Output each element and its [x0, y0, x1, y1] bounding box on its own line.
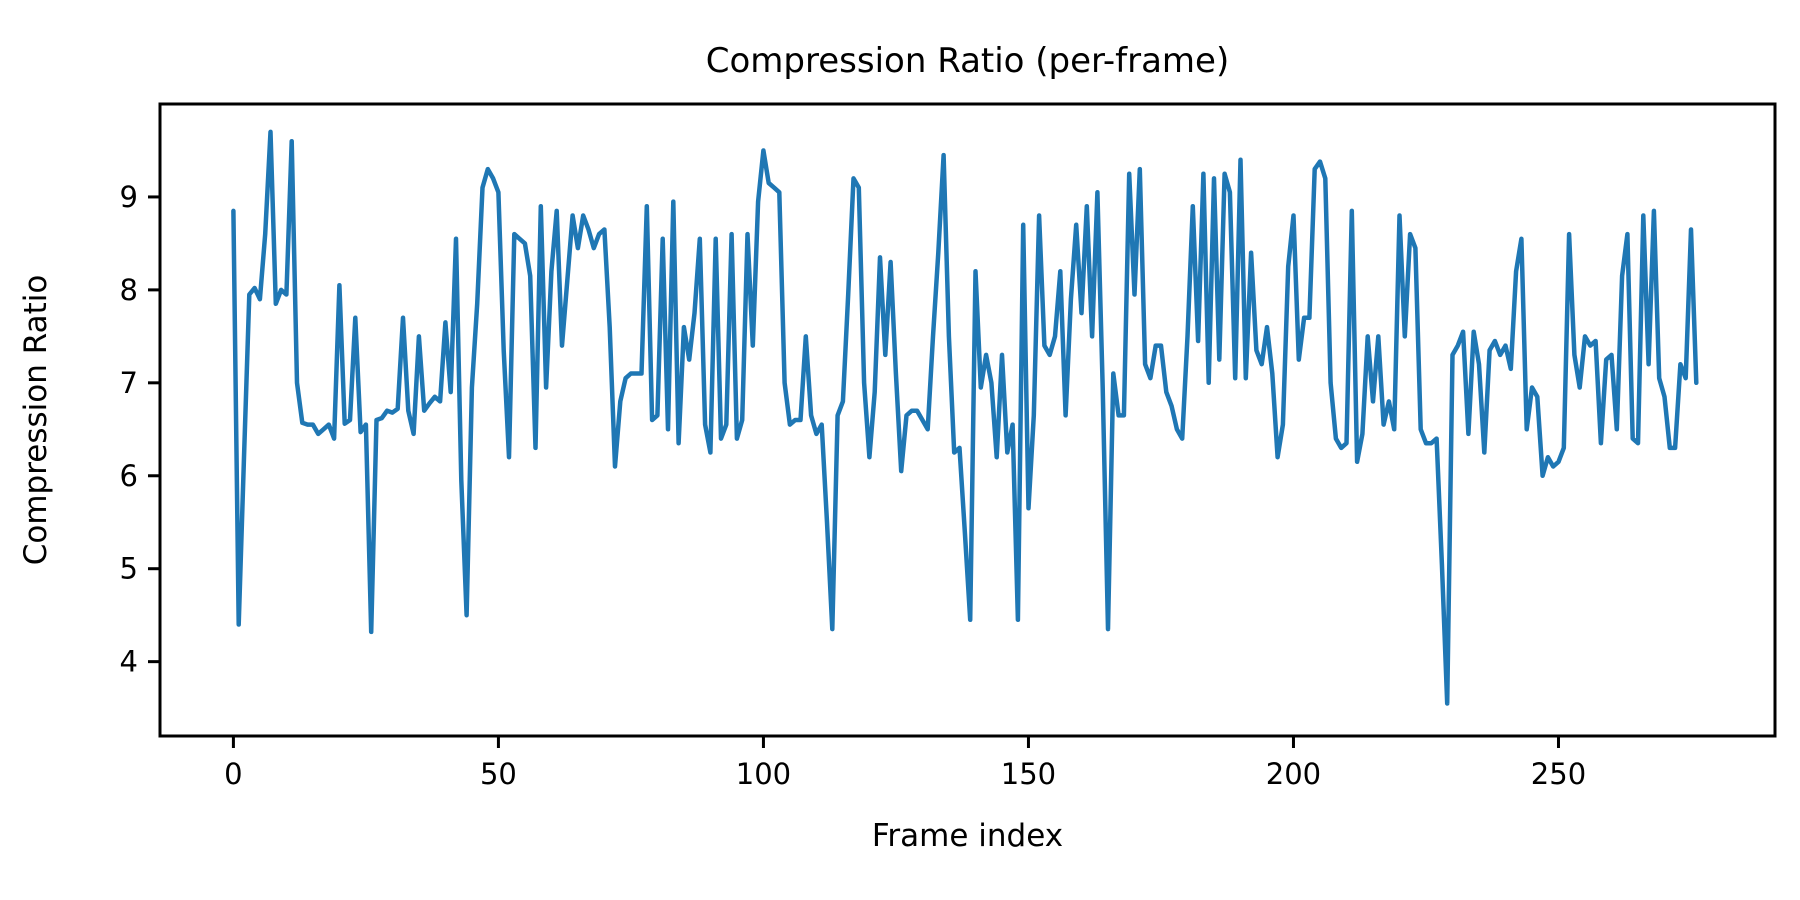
y-tick-label: 5	[120, 552, 138, 586]
compression-ratio-line	[231, 129, 1699, 706]
y-tick-label: 8	[120, 273, 138, 307]
y-axis-ticks	[148, 195, 160, 664]
y-axis-label: Compression Ratio	[18, 275, 54, 566]
x-tick-label: 100	[736, 757, 791, 791]
x-tick-label: 150	[1001, 757, 1056, 791]
y-axis-tick-labels: 4 5 6 7 8 9	[120, 180, 138, 679]
x-tick-label: 50	[480, 757, 517, 791]
x-axis-tick-labels: 0 50 100 150 200 250	[224, 757, 1586, 791]
x-axis-label: Frame index	[872, 818, 1063, 854]
y-tick-label: 7	[120, 366, 138, 400]
y-tick-label: 9	[120, 180, 138, 214]
plot-background	[160, 104, 1775, 736]
x-tick-label: 250	[1531, 757, 1586, 791]
y-tick-label: 6	[120, 459, 138, 493]
x-tick-label: 200	[1266, 757, 1321, 791]
y-tick-label: 4	[120, 645, 138, 679]
chart-title: Compression Ratio (per-frame)	[706, 41, 1229, 81]
x-tick-label: 0	[224, 757, 242, 791]
axes-spines	[158, 102, 1777, 738]
x-axis-ticks	[231, 736, 1560, 748]
